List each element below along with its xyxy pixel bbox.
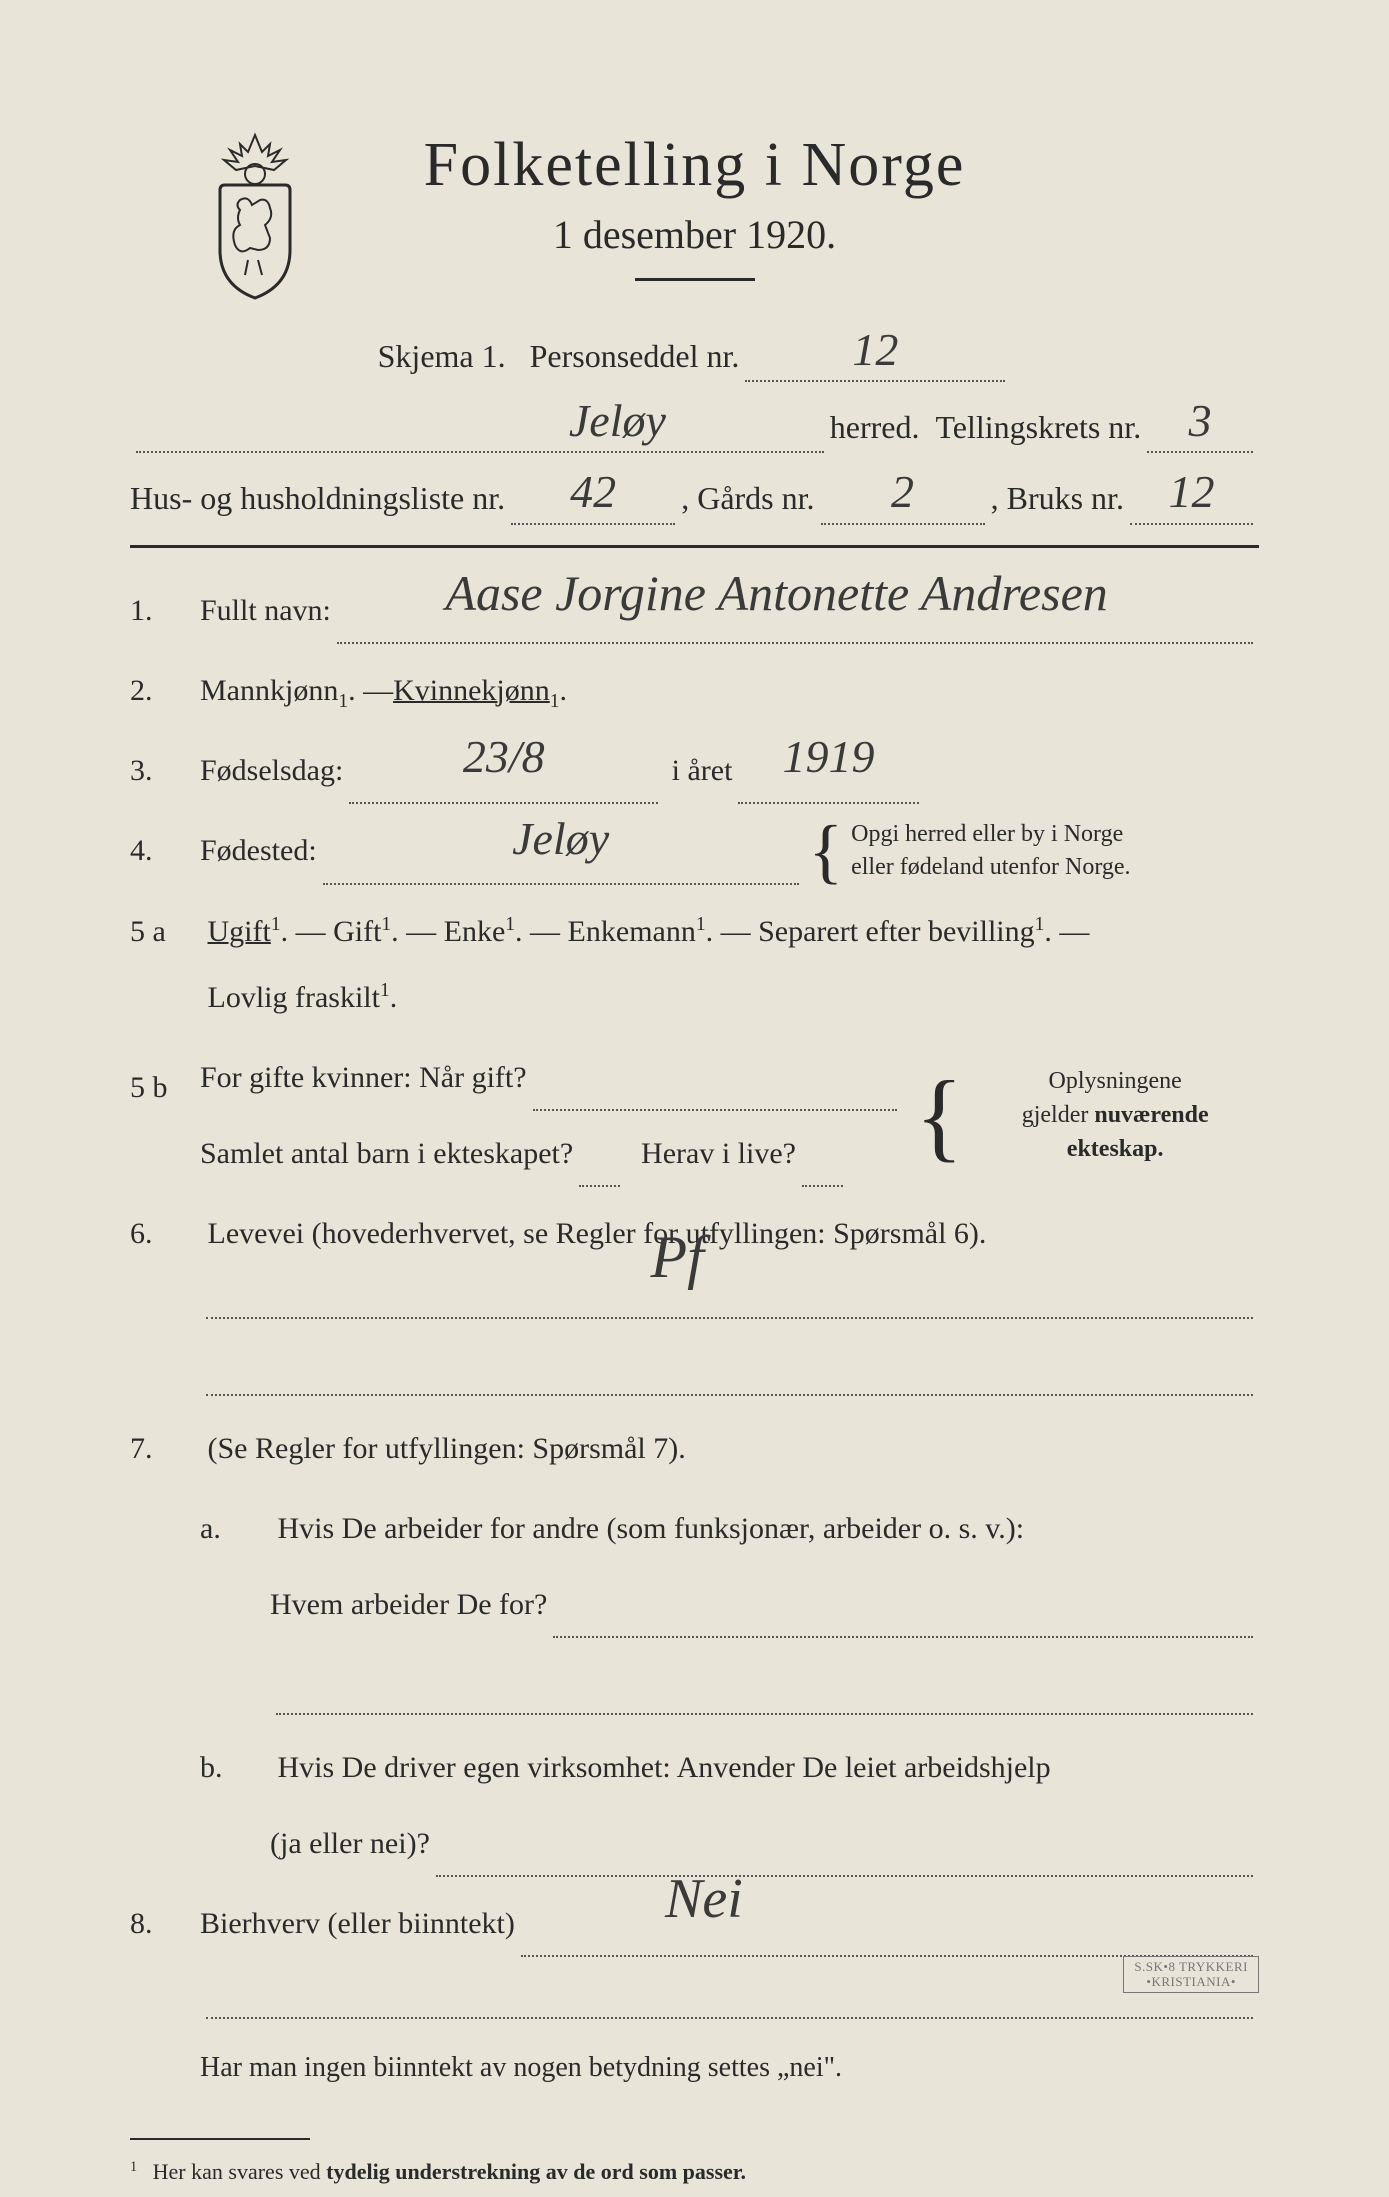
- q7: 7. (Se Regler for utfyllingen: Spørsmål …: [130, 1416, 1259, 1877]
- tellingskrets-field: 3: [1147, 411, 1253, 453]
- q6-num: 6.: [130, 1201, 200, 1267]
- meta-row-3: Hus- og husholdningsliste nr. 42 , Gårds…: [130, 473, 1259, 524]
- bruks-value: 12: [1168, 455, 1214, 529]
- brace-icon: {: [809, 826, 844, 876]
- q6-field-2: [206, 1354, 1253, 1396]
- q7-label: (Se Regler for utfyllingen: Spørsmål 7).: [208, 1432, 686, 1465]
- footnote-rule: [130, 2138, 310, 2140]
- q7a-field-2: [276, 1673, 1253, 1715]
- q1-label: Fullt navn:: [200, 578, 331, 644]
- personseddel-value: 12: [852, 313, 898, 387]
- herred-field: Jeløy: [136, 411, 824, 453]
- form-body: 1. Fullt navn: Aase Jorgine Antonette An…: [130, 578, 1259, 2197]
- q5b-num: 5 b: [130, 1045, 200, 1121]
- q2-mann: Mannkjønn: [200, 658, 338, 724]
- q1-value: Aase Jorgine Antonette Andresen: [445, 538, 1107, 648]
- q3-mid: i året: [672, 738, 733, 804]
- q5a: 5 a Ugift1. — Gift1. — Enke1. — Enkemann…: [130, 899, 1259, 1031]
- q4-sidenote: Opgi herred eller by i Norge eller fødel…: [851, 818, 1259, 885]
- q7b-num: b.: [200, 1735, 270, 1801]
- q4-label: Fødested:: [200, 818, 317, 884]
- gards-field: 2: [821, 483, 985, 525]
- footnote: 1 Her kan svares ved tydelig understrekn…: [130, 2148, 1259, 2196]
- q1: 1. Fullt navn: Aase Jorgine Antonette An…: [130, 578, 1259, 644]
- q4-field: Jeløy: [323, 843, 799, 885]
- census-form-page: Folketelling i Norge 1 desember 1920. Sk…: [0, 0, 1389, 2048]
- q3-num: 3.: [130, 738, 200, 804]
- q2: 2. Mannkjønn1. — Kvinnekjønn1.: [130, 658, 1259, 724]
- q3-day-field: 23/8: [349, 762, 658, 804]
- q7-num: 7.: [130, 1416, 200, 1482]
- form-header: Folketelling i Norge 1 desember 1920.: [130, 130, 1259, 281]
- q5a-separert: Separert efter bevilling: [758, 915, 1035, 948]
- brace-icon-2: {: [915, 1081, 963, 1151]
- q5b-barn-field: [579, 1145, 620, 1187]
- q5a-enke: Enke: [444, 915, 506, 948]
- q8-value: Nei: [665, 1838, 743, 1961]
- q6-value: Pf: [650, 1191, 703, 1323]
- tail-note: Har man ingen biinntekt av nogen betydni…: [200, 2037, 1259, 2099]
- gards-value: 2: [891, 455, 914, 529]
- coat-of-arms-icon: [190, 130, 320, 305]
- printer-stamp: S.SK•8 TRYKKERI •KRISTIANIA•: [1123, 1956, 1259, 1993]
- q7a-line2: Hvem arbeider De for?: [270, 1572, 547, 1638]
- tellingskrets-value: 3: [1189, 384, 1212, 458]
- q5a-gift: Gift: [333, 915, 381, 948]
- bruks-label: , Bruks nr.: [991, 473, 1124, 524]
- meta-row-1: Skjema 1. Personseddel nr. 12: [130, 331, 1259, 382]
- herred-label: herred.: [830, 402, 920, 453]
- gards-label: , Gårds nr.: [681, 473, 814, 524]
- q5a-fraskilt: Lovlig fraskilt: [208, 981, 380, 1014]
- tellingskrets-label: Tellingskrets nr.: [935, 402, 1141, 453]
- q7b-line2: (ja eller nei)?: [270, 1811, 430, 1877]
- title-rule: [635, 278, 755, 281]
- q5b-sidenote: Oplysningene gjelder nuværende ekteskap.: [971, 1065, 1259, 1166]
- q4: 4. Fødested: Jeløy { Opgi herred eller b…: [130, 818, 1259, 885]
- q1-field: Aase Jorgine Antonette Andresen: [337, 602, 1253, 644]
- q8-field-2: [206, 1977, 1253, 2019]
- q7a-num: a.: [200, 1496, 270, 1562]
- q5a-enkemann: Enkemann: [568, 915, 696, 948]
- meta-row-2: Jeløy herred. Tellingskrets nr. 3: [130, 402, 1259, 453]
- q6-field-1: Pf: [206, 1277, 1253, 1319]
- q5b-label3: Herav i live?: [641, 1121, 796, 1187]
- q8-num: 8.: [130, 1891, 200, 1957]
- bruks-field: 12: [1130, 483, 1253, 525]
- q7b-line1: Hvis De driver egen virksomhet: Anvender…: [278, 1751, 1051, 1784]
- husliste-field: 42: [511, 483, 675, 525]
- q4-num: 4.: [130, 818, 200, 884]
- q3-year-value: 1919: [782, 706, 874, 807]
- q5a-num: 5 a: [130, 899, 200, 965]
- q5b-label1: For gifte kvinner: Når gift?: [200, 1045, 527, 1111]
- q8: 8. Bierhverv (eller biinntekt) Nei: [130, 1891, 1259, 1957]
- q3-label: Fødselsdag:: [200, 738, 343, 804]
- q8-field-1: Nei: [521, 1915, 1253, 1957]
- personseddel-label: Personseddel nr.: [530, 331, 740, 382]
- husliste-label: Hus- og husholdningsliste nr.: [130, 473, 505, 524]
- q5b-live-field: [802, 1145, 843, 1187]
- q7b-field: [436, 1835, 1253, 1877]
- q5b-left: For gifte kvinner: Når gift? Samlet anta…: [200, 1045, 903, 1187]
- husliste-value: 42: [570, 455, 616, 529]
- q6-label: Levevei (hovederhvervet, se Regler for u…: [208, 1217, 987, 1250]
- q2-num: 2.: [130, 658, 200, 724]
- q5b: 5 b For gifte kvinner: Når gift? Samlet …: [130, 1045, 1259, 1187]
- q3: 3. Fødselsdag: 23/8 i året 1919: [130, 738, 1259, 804]
- q4-value: Jeløy: [512, 788, 609, 889]
- q5b-gift-field: [533, 1069, 898, 1111]
- q5b-label2: Samlet antal barn i ekteskapet?: [200, 1121, 573, 1187]
- personseddel-field: 12: [745, 340, 1005, 382]
- herred-value: Jeløy: [569, 384, 666, 458]
- q6: 6. Levevei (hovederhvervet, se Regler fo…: [130, 1201, 1259, 1396]
- q8-label: Bierhverv (eller biinntekt): [200, 1891, 515, 1957]
- q5a-ugift: Ugift: [208, 915, 271, 948]
- q7a-line1: Hvis De arbeider for andre (som funksjon…: [278, 1512, 1025, 1545]
- q7a-field-1: [553, 1596, 1253, 1638]
- q1-num: 1.: [130, 578, 200, 644]
- skjema-label: Skjema 1.: [378, 331, 506, 382]
- q3-year-field: 1919: [738, 762, 918, 804]
